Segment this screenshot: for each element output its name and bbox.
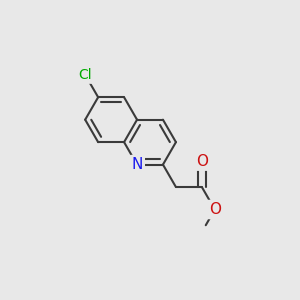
Text: Cl: Cl xyxy=(78,68,92,82)
Text: N: N xyxy=(131,157,143,172)
Text: O: O xyxy=(196,154,208,169)
Text: O: O xyxy=(209,202,221,217)
